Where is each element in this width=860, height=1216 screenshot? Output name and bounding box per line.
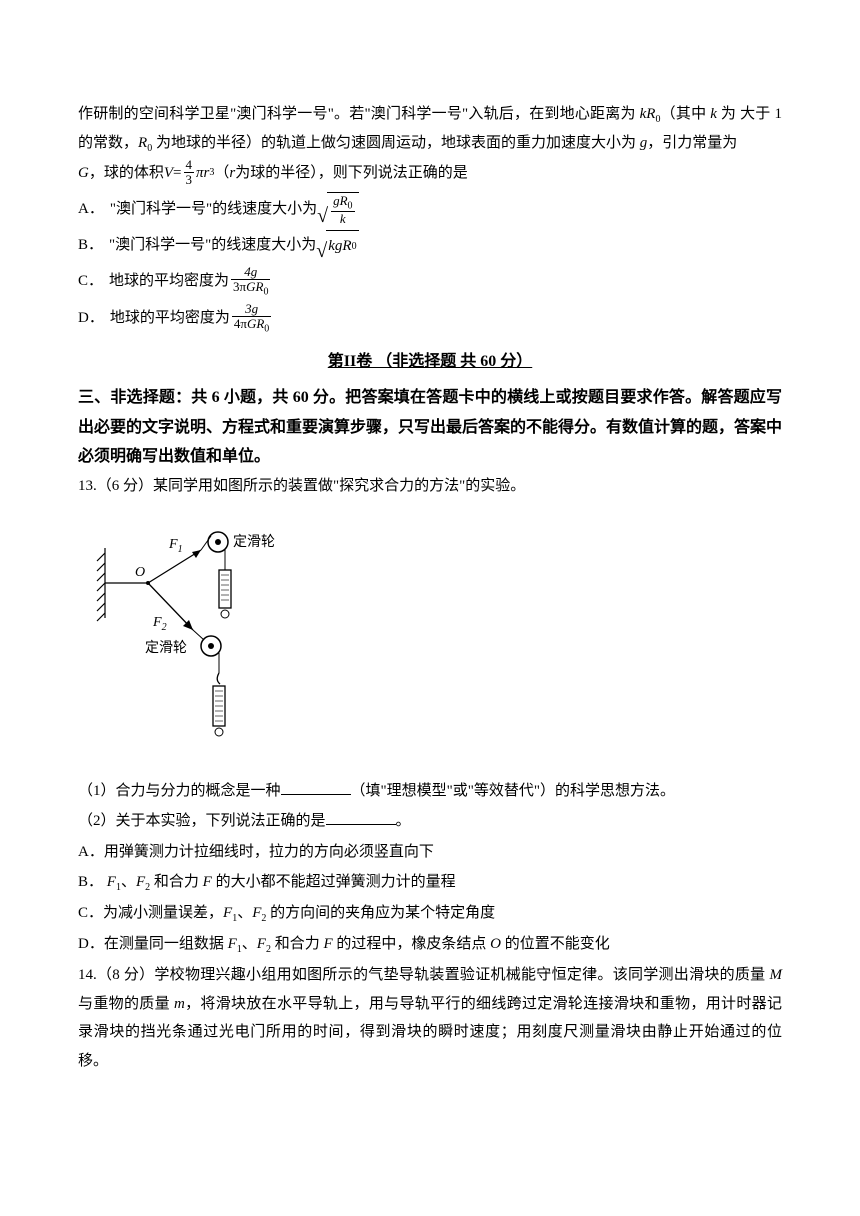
eq: = bbox=[173, 159, 181, 188]
q13-figure: O F1 F2 定滑轮 定滑轮 bbox=[93, 518, 782, 759]
paren: （ bbox=[214, 159, 229, 188]
fig-f1-label: F1 bbox=[168, 537, 183, 555]
fig-f2-label: F2 bbox=[152, 615, 167, 633]
intro-text: ，引力常量为 bbox=[647, 135, 737, 151]
blank-1[interactable] bbox=[281, 781, 351, 795]
option-d-label: D． bbox=[78, 304, 104, 333]
fig-pulley1-label: 定滑轮 bbox=[233, 533, 275, 550]
fig-o-label: O bbox=[135, 565, 145, 580]
q13-stem: 13.（6 分）某同学用如图所示的装置做"探究求合力的方法"的实验。 bbox=[78, 472, 782, 501]
g-const: G bbox=[78, 159, 89, 188]
intro-paragraph: 作研制的空间科学卫星"澳门科学一号"。若"澳门科学一号"入轨后，在到地心距离为 … bbox=[78, 100, 782, 158]
section-2-header: 第II卷 （非选择题 共 60 分） bbox=[78, 347, 782, 377]
intro-text: 为 bbox=[717, 106, 736, 122]
pi: π bbox=[196, 159, 204, 188]
option-a-label: A． bbox=[78, 195, 104, 224]
intro-text: 为地球的半径）的轨道上做匀速圆周运动，地球表面的重力加速度大小为 bbox=[152, 135, 640, 151]
intro-text: （其中 bbox=[660, 106, 710, 122]
option-d-text: 地球的平均密度为 bbox=[110, 304, 230, 333]
option-a-text: "澳门科学一号"的线速度大小为 bbox=[110, 195, 317, 224]
option-d: D． 地球的平均密度为 3g 4πGR0 bbox=[78, 302, 782, 335]
k: k bbox=[710, 106, 717, 122]
option-b: B． "澳门科学一号"的线速度大小为 √ kgR0 bbox=[78, 230, 782, 261]
fraction-4-3: 43 bbox=[184, 158, 195, 188]
fraction-c: 4g 3πGR0 bbox=[231, 265, 270, 298]
option-b-text: "澳门科学一号"的线速度大小为 bbox=[109, 231, 316, 260]
v: V bbox=[164, 159, 173, 188]
q13-sub1: （1）合力与分力的概念是一种（填"理想模型"或"等效替代"）的科学思想方法。 bbox=[78, 777, 782, 806]
option-c: C． 地球的平均密度为 4g 3πGR0 bbox=[78, 265, 782, 298]
q14-stem: 14.（8 分）学校物理兴趣小组用如图所示的气垫导轨装置验证机械能守恒定律。该同… bbox=[78, 961, 782, 1075]
fraction-d: 3g 4πGR0 bbox=[232, 302, 271, 335]
option-c-text: 地球的平均密度为 bbox=[109, 267, 229, 296]
kr0: kR bbox=[640, 106, 656, 122]
sqrt-formula-a: √ gR0k bbox=[317, 192, 358, 227]
fig-pulley2-label: 定滑轮 bbox=[145, 639, 187, 656]
section-instructions: 三、非选择题：共 6 小题，共 60 分。把答案填在答题卡中的横线上或按题目要求… bbox=[78, 383, 782, 472]
intro-line3: G，球的体积 V = 43πr3（r为球的半径），则下列说法正确的是 bbox=[78, 158, 782, 188]
intro-text: ，球的体积 bbox=[89, 159, 164, 188]
q13-option-c: C．为减小测量误差，F1、F2 的方向间的夹角应为某个特定角度 bbox=[78, 899, 782, 928]
q13-option-d: D．在测量同一组数据 F1、F2 和合力 F 的过程中，橡皮条结点 O 的位置不… bbox=[78, 930, 782, 959]
r0: R bbox=[138, 135, 147, 151]
sqrt-formula-b: √ kgR0 bbox=[316, 230, 358, 261]
q13-option-a: A．用弹簧测力计拉细线时，拉力的方向必须竖直向下 bbox=[78, 838, 782, 867]
q13-sub2: （2）关于本实验，下列说法正确的是。 bbox=[78, 807, 782, 836]
q13-option-b: B． F1、F2 和合力 F 的大小都不能超过弹簧测力计的量程 bbox=[78, 868, 782, 897]
option-c-label: C． bbox=[78, 267, 103, 296]
blank-2[interactable] bbox=[326, 811, 396, 825]
option-a: A． "澳门科学一号"的线速度大小为 √ gR0k bbox=[78, 192, 782, 227]
intro-text: 作研制的空间科学卫星"澳门科学一号"。若"澳门科学一号"入轨后，在到地心距离为 bbox=[78, 106, 640, 122]
option-b-label: B． bbox=[78, 231, 103, 260]
intro-text: 为球的半径），则下列说法正确的是 bbox=[235, 159, 468, 188]
